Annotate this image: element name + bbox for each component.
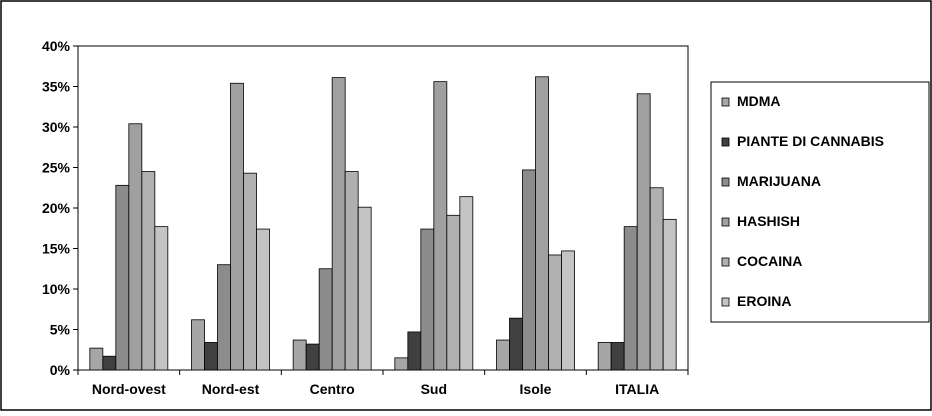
bar-mdma-italia <box>597 342 612 371</box>
bar-hashish-nord-ovest <box>128 123 143 371</box>
x-tick-label: Nord-est <box>202 381 260 397</box>
bar-mdma-nord-est <box>191 319 205 371</box>
bar-piante-di-cannabis-italia <box>610 342 625 371</box>
bar-marijuana-italia <box>623 226 638 371</box>
bar-eroina-sud <box>459 196 474 371</box>
legend-label-cocaina: COCAINA <box>737 253 802 269</box>
bar-piante-di-cannabis-centro <box>305 343 320 371</box>
bar-eroina-centro <box>357 206 372 371</box>
legend-swatch-mdma <box>721 97 730 107</box>
legend-swatch-piante-di-cannabis <box>721 137 730 147</box>
bar-cocaina-italia <box>649 187 664 371</box>
legend-label-marijuana: MARIJUANA <box>737 173 821 189</box>
legend-swatch-eroina <box>721 297 730 307</box>
bar-eroina-nord-est <box>256 228 270 371</box>
y-tick-label: 5% <box>50 322 71 338</box>
legend-label-hashish: HASHISH <box>737 213 800 229</box>
bar-cocaina-nord-est <box>243 172 257 371</box>
x-tick-label: Sud <box>421 381 447 397</box>
bar-marijuana-nord-est <box>217 264 231 371</box>
bar-hashish-italia <box>636 93 651 371</box>
bar-cocaina-sud <box>446 214 461 371</box>
bar-marijuana-isole <box>522 169 536 371</box>
legend-label-piante-di-cannabis: PIANTE DI CANNABIS <box>737 133 884 149</box>
legend-label-eroina: EROINA <box>737 293 791 309</box>
bar-cocaina-centro <box>344 171 359 371</box>
plot-area <box>77 45 689 371</box>
y-tick-label: 35% <box>42 79 71 95</box>
x-tick-label: ITALIA <box>615 381 659 397</box>
bar-piante-di-cannabis-nord-ovest <box>102 355 117 371</box>
legend-label-mdma: MDMA <box>737 93 781 109</box>
bar-piante-di-cannabis-sud <box>407 331 422 371</box>
bar-mdma-centro <box>292 339 307 371</box>
y-tick-label: 20% <box>42 200 71 216</box>
x-tick-label: Centro <box>310 381 355 397</box>
bar-piante-di-cannabis-nord-est <box>204 342 218 371</box>
x-tick-label: Nord-ovest <box>92 381 166 397</box>
bar-piante-di-cannabis-isole <box>509 317 523 371</box>
legend-swatch-marijuana <box>721 177 730 187</box>
bar-hashish-nord-est <box>230 82 244 371</box>
bar-marijuana-nord-ovest <box>115 184 130 371</box>
bar-eroina-nord-ovest <box>154 226 169 371</box>
bar-cocaina-nord-ovest <box>141 171 156 371</box>
bar-hashish-isole <box>535 76 549 371</box>
bar-mdma-nord-ovest <box>89 347 104 371</box>
bar-mdma-sud <box>394 357 409 371</box>
legend-swatch-hashish <box>721 217 730 227</box>
bar-eroina-italia <box>662 218 677 371</box>
y-tick-label: 0% <box>50 362 71 378</box>
bar-mdma-isole <box>496 339 510 371</box>
y-tick-label: 40% <box>42 38 71 54</box>
y-tick-label: 15% <box>42 241 71 257</box>
y-tick-label: 25% <box>42 160 71 176</box>
bar-marijuana-centro <box>318 268 333 371</box>
bar-eroina-isole <box>561 250 575 371</box>
bar-hashish-sud <box>433 81 448 371</box>
x-tick-label: Isole <box>520 381 552 397</box>
y-tick-label: 10% <box>42 281 71 297</box>
legend-swatch-cocaina <box>721 257 730 267</box>
bar-cocaina-isole <box>548 254 562 371</box>
bar-hashish-centro <box>331 77 346 371</box>
y-tick-label: 30% <box>42 119 71 135</box>
bar-marijuana-sud <box>420 228 435 371</box>
legend-box <box>710 81 930 323</box>
